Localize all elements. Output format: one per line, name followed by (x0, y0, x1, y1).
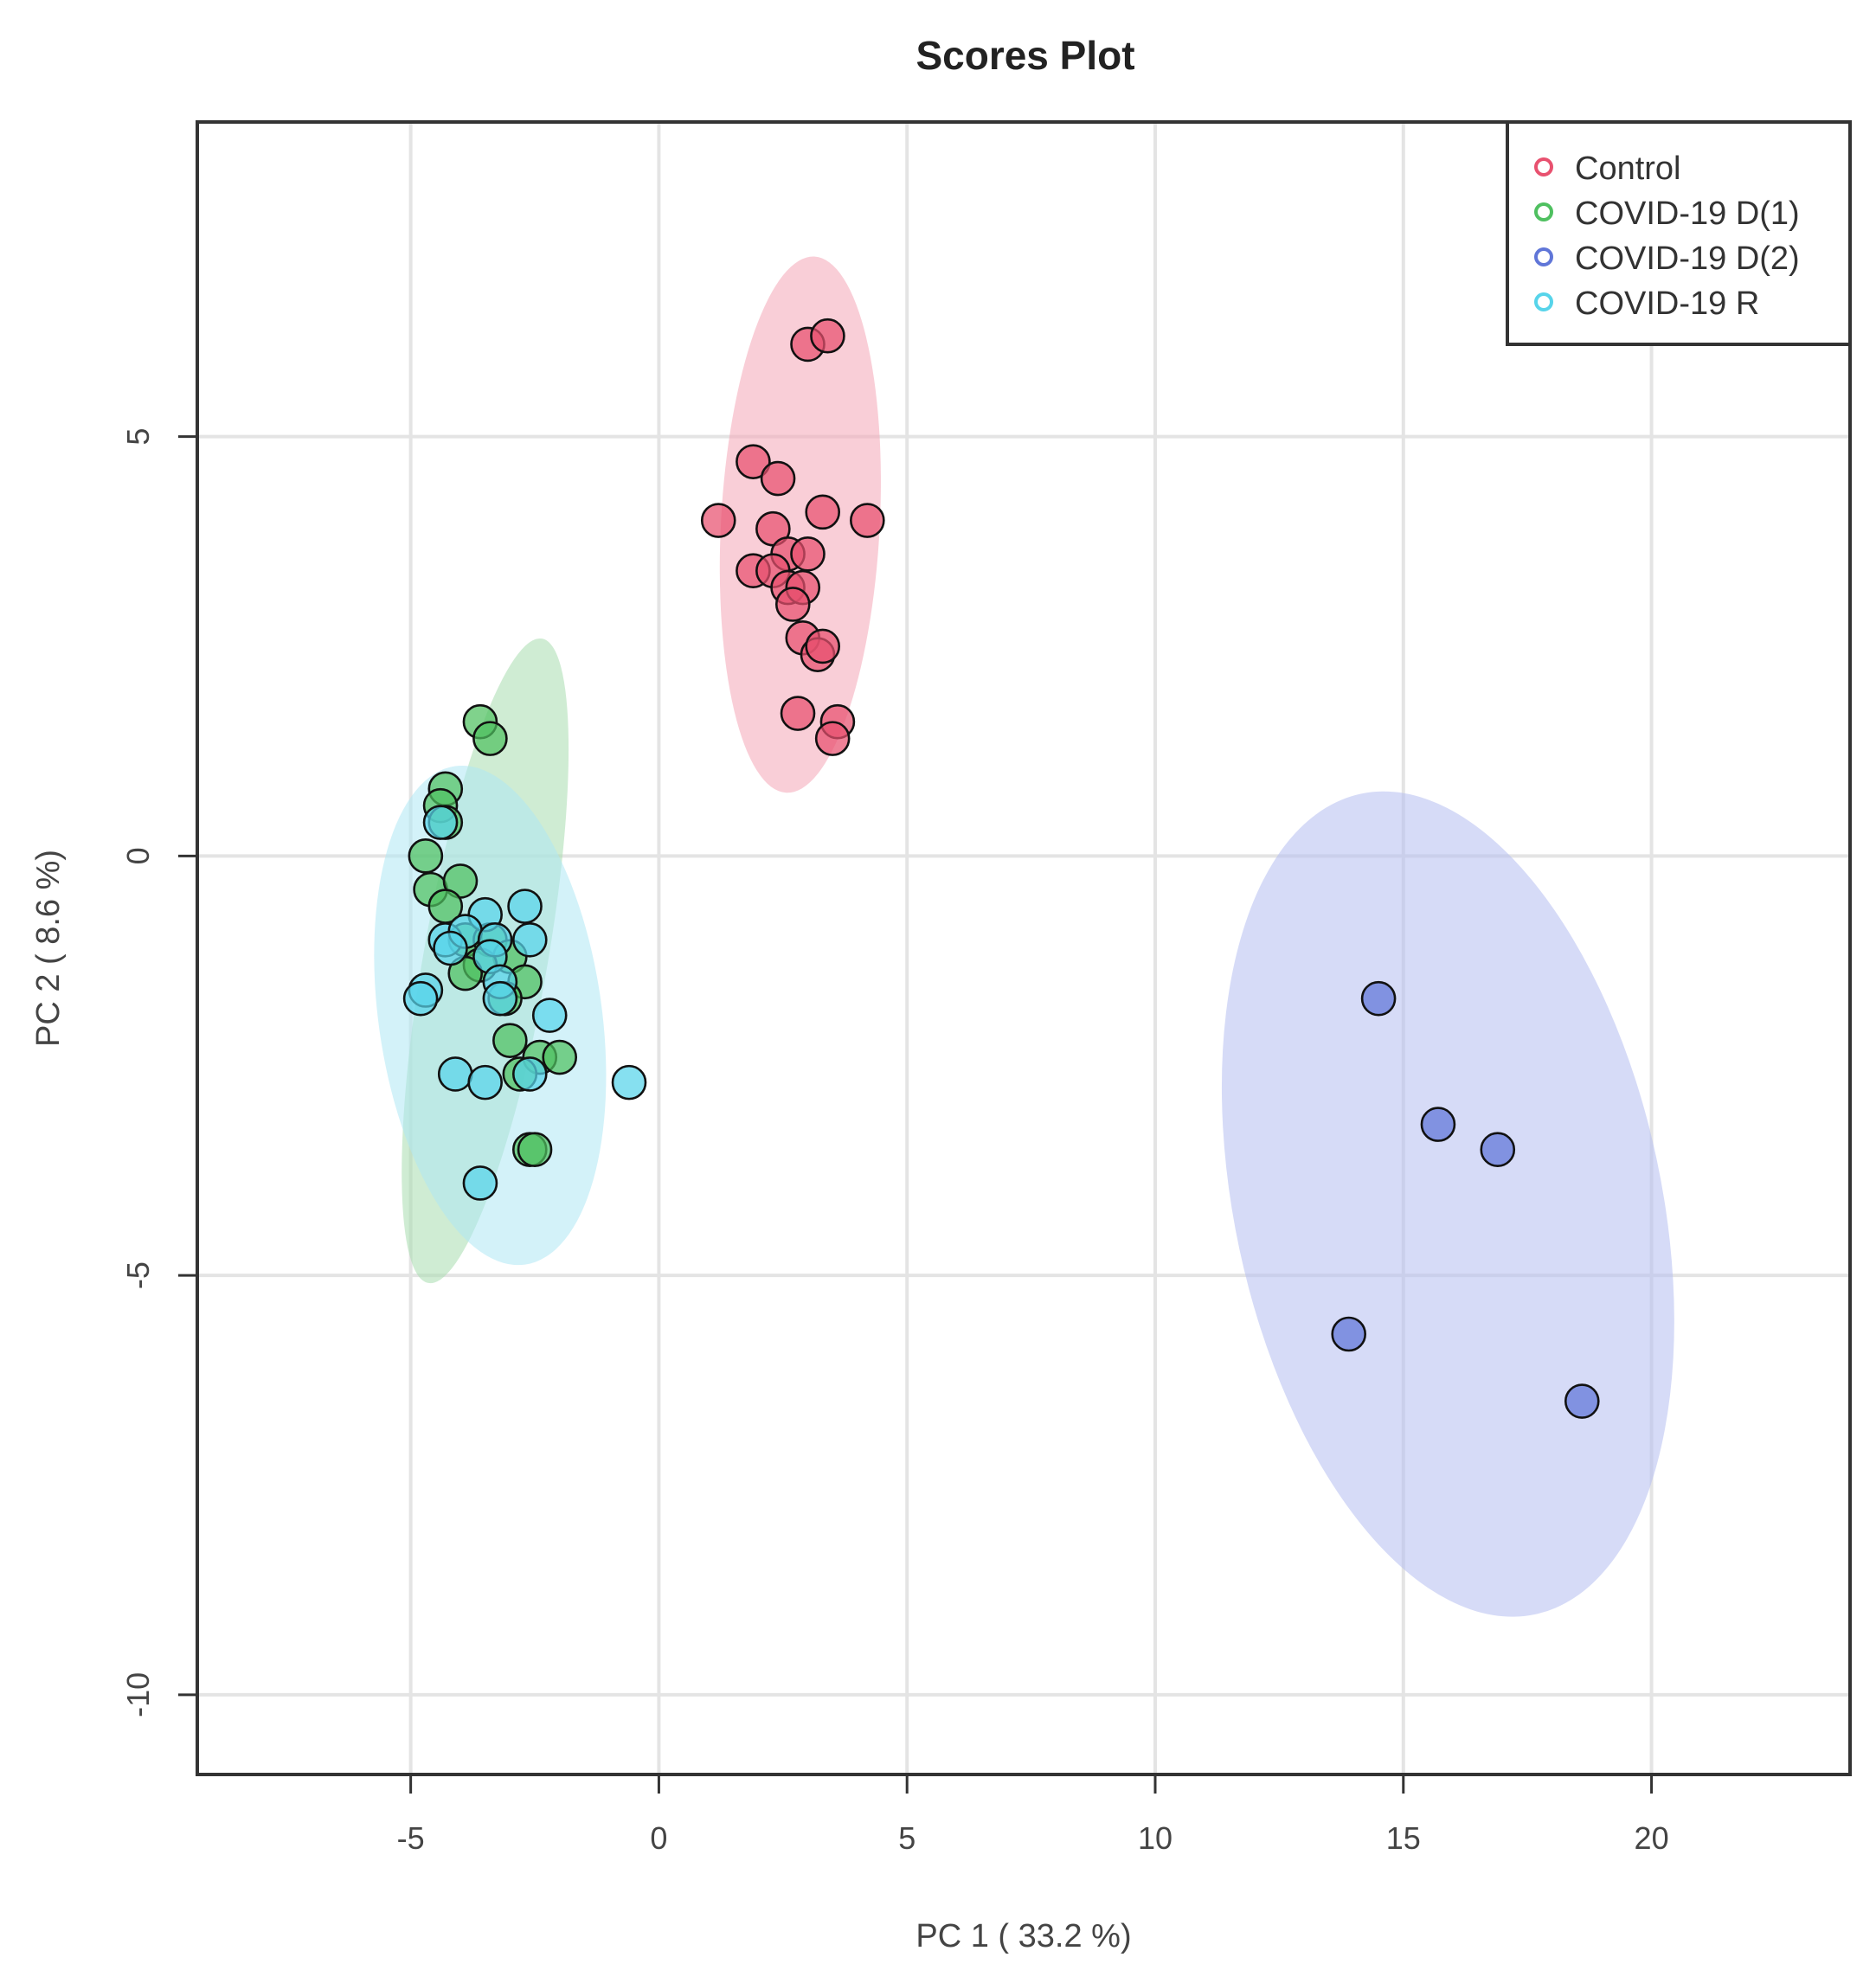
point-covid-19-r (467, 1064, 503, 1101)
x-tick-label: -5 (397, 1820, 425, 1856)
legend-label-control: Control (1575, 151, 1681, 187)
point-covid-19-d-1 (492, 1023, 528, 1058)
point-covid-19-r (482, 980, 518, 1017)
y-tick-label: 0 (120, 847, 156, 864)
axis-ticks: -5 0 5 10 15 20 5 0 -5 -10 (120, 428, 1669, 1856)
confidence-ellipses (374, 256, 1674, 1617)
x-tick-label: 0 (650, 1820, 667, 1856)
point-control (736, 444, 771, 479)
point-covid-19-r (402, 980, 439, 1017)
series-covid-19-r (402, 805, 647, 1201)
legend-marker-covid-19-r (1534, 292, 1553, 311)
point-covid-19-r (437, 1056, 473, 1092)
point-control (790, 536, 826, 572)
y-tick-label: -5 (120, 1261, 156, 1289)
x-axis-label: PC 1 ( 33.2 %) (916, 1918, 1131, 1954)
point-covid-19-d-1 (408, 838, 444, 874)
legend-label-covid-19-r: COVID-19 R (1575, 286, 1759, 322)
point-control (810, 318, 845, 354)
legend-marker-covid-19-d-2 (1534, 247, 1553, 266)
legend-marker-control (1534, 157, 1553, 176)
point-control (780, 696, 816, 731)
point-covid-19-d-2 (1331, 1316, 1366, 1352)
point-covid-19-d-1 (472, 721, 508, 756)
legend-label-covid-19-d-2: COVID-19 D(2) (1575, 241, 1800, 277)
legend: Control COVID-19 D(1) COVID-19 D(2) COVID-1… (1506, 120, 1852, 346)
legend-box (1506, 120, 1852, 346)
series-covid-19-d-2 (1331, 980, 1600, 1419)
point-covid-19-r (531, 998, 568, 1033)
point-covid-19-d-2 (1564, 1383, 1600, 1419)
legend-label-covid-19-d-1: COVID-19 D(1) (1575, 196, 1800, 232)
legend-marker-covid-19-d-1 (1534, 202, 1553, 221)
ellipse-covid-19-r (374, 765, 607, 1266)
series-control (700, 318, 885, 756)
point-covid-19-d-2 (1420, 1107, 1456, 1142)
point-covid-19-r (511, 922, 548, 958)
plot-frame (196, 120, 1852, 1776)
x-tick-label: 5 (898, 1820, 916, 1856)
x-tick-label: 20 (1635, 1820, 1669, 1856)
y-tick-label: -10 (120, 1672, 156, 1717)
point-covid-19-r (507, 889, 543, 924)
point-covid-19-d-2 (1360, 980, 1397, 1017)
point-covid-19-d-2 (1480, 1132, 1516, 1167)
ellipse-control (719, 256, 881, 793)
point-control (760, 460, 796, 497)
point-covid-19-r (611, 1064, 647, 1101)
point-control (700, 503, 736, 538)
point-control (850, 503, 885, 538)
chart-title: Scores Plot (916, 33, 1134, 78)
x-tick-label: 10 (1138, 1820, 1172, 1856)
y-axis-label: PC 2 ( 8.6 %) (30, 850, 67, 1047)
point-covid-19-r (462, 1165, 498, 1201)
x-tick-label: 15 (1386, 1820, 1421, 1856)
point-control (814, 721, 851, 756)
point-control (774, 587, 811, 622)
point-control (805, 628, 841, 664)
ellipse-covid-19-d-2 (1221, 791, 1674, 1617)
point-covid-19-r (511, 1056, 548, 1092)
score-points (402, 318, 1600, 1419)
point-covid-19-d-1 (542, 1039, 578, 1075)
point-control (805, 494, 841, 530)
point-covid-19-r (433, 930, 468, 966)
point-covid-19-r (422, 805, 459, 840)
y-tick-label: 5 (120, 428, 156, 446)
point-covid-19-d-1 (517, 1132, 553, 1167)
